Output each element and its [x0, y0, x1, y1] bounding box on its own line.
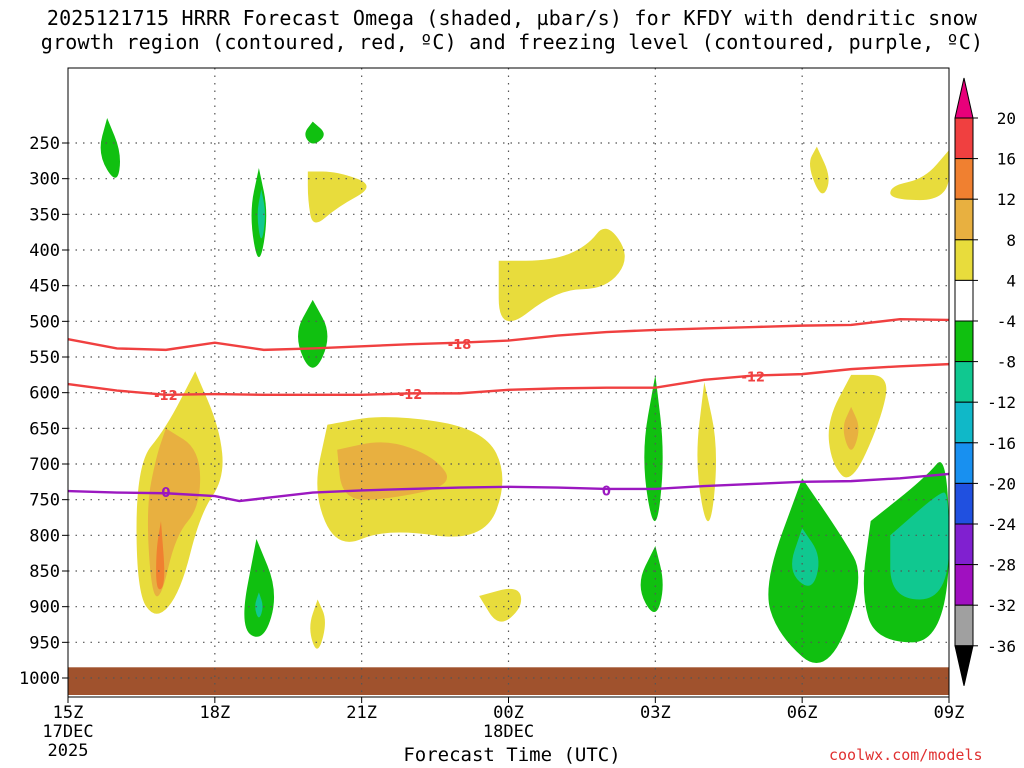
dendritic-minus18-label-0: -18 [448, 338, 472, 353]
omega-region-green-860-03z [640, 546, 663, 613]
colorbar-seg-13 [954, 604, 974, 647]
omega-region-dkorange-800-17z [156, 521, 165, 590]
xtick-label-18Z: 18Z [199, 703, 230, 723]
xtick-sublabel-00Z: 18DEC [483, 722, 534, 742]
omega-region-teal-350-19z [257, 189, 266, 239]
omega-region-yellow-300-09z [890, 150, 949, 201]
colorbar-label-6: -8 [997, 353, 1016, 372]
omega-region-yellow-440-01z [498, 228, 625, 322]
omega-region-yellow-680-04z [697, 381, 717, 522]
ytick-label-700: 700 [29, 455, 60, 475]
ytick-label-850: 850 [29, 562, 60, 582]
colorbar-label-11: -28 [987, 556, 1016, 575]
xtick-label-03Z: 03Z [640, 703, 671, 723]
colorbar-seg-3 [954, 198, 974, 241]
freezing-level-line [67, 472, 950, 503]
title-line-1: 2025121715 HRRR Forecast Omega (shaded, … [46, 6, 978, 30]
ytick-label-800: 800 [29, 526, 60, 546]
colorbar-label-4: 4 [1006, 271, 1016, 290]
ytick-label-900: 900 [29, 598, 60, 618]
ytick-label-350: 350 [29, 205, 60, 225]
colorbar-seg-12 [954, 564, 974, 606]
omega-region-orange-720-22z [337, 442, 448, 500]
colorbar-label-12: -32 [987, 596, 1016, 615]
freezing-level-label-0: 0 [161, 486, 170, 501]
xtick-sublabel2-15Z: 2025 [48, 741, 89, 761]
ytick-label-400: 400 [29, 241, 60, 261]
ytick-label-650: 650 [29, 419, 60, 439]
colorbar-label-7: -12 [987, 393, 1016, 412]
colorbar-bottom-arrow [954, 645, 974, 686]
omega-region-green-690-03z [644, 374, 663, 522]
dendritic-minus12-line [67, 362, 950, 397]
colorbar-seg-9 [954, 442, 974, 484]
colorbar-seg-1 [954, 117, 974, 160]
x-axis-title: Forecast Time (UTC) [403, 744, 621, 766]
colorbar-label-9: -20 [987, 474, 1016, 493]
y-axis: 250 300 350 400 450 500 550 600 650 700 750 800 850 9… [19, 134, 68, 689]
omega-region-yellow-920-20z [310, 599, 325, 649]
xtick-label-06Z: 06Z [787, 703, 818, 723]
dendritic-minus12-label-0: -12 [399, 388, 423, 403]
xtick-label-00Z: 00Z [493, 703, 524, 723]
ytick-label-950: 950 [29, 633, 60, 653]
ytick-label-500: 500 [29, 312, 60, 332]
colorbar-label-3: 8 [1006, 231, 1016, 250]
colorbar-label-2: 12 [997, 190, 1016, 209]
dendritic-minus18-line [67, 317, 950, 352]
colorbar-seg-11 [954, 523, 974, 566]
colorbar-label-8: -16 [987, 434, 1016, 453]
freezing-level-label-1: 0 [602, 484, 611, 499]
omega-region-teal-820-08z [890, 492, 949, 600]
xtick-label-15Z: 15Z [53, 703, 84, 723]
dendritic-minus12-label-2: -12 [741, 370, 765, 385]
ground-band [68, 667, 949, 695]
omega-region-yellow-890-01z [479, 588, 522, 622]
ground-layer [68, 667, 949, 695]
colorbar-label-10: -24 [987, 515, 1016, 534]
colorbar-label-1: 16 [997, 150, 1016, 169]
omega-region-teal-900-19z [255, 592, 263, 618]
colorbar-seg-4 [954, 239, 974, 281]
chart-title: 2025121715 HRRR Forecast Omega (shaded, … [0, 6, 1024, 54]
ytick-label-300: 300 [29, 170, 60, 190]
omega-region-green-880-19z [244, 538, 275, 637]
colorbar-seg-8 [954, 401, 974, 444]
colorbar-label-0: 20 [997, 109, 1016, 128]
ytick-label-450: 450 [29, 277, 60, 297]
xtick-sublabel-15Z: 17DEC [42, 722, 93, 742]
colorbar: 20 16 12 8 4 -4 -8 -12 -16 -20 -24 -28 -32 -36 [954, 77, 1016, 686]
ytick-label-250: 250 [29, 134, 60, 154]
colorbar-seg-5 [954, 279, 974, 322]
dendritic-minus12-label-1: -12 [154, 389, 178, 404]
xtick-label-21Z: 21Z [346, 703, 377, 723]
omega-region-green-250 [100, 118, 121, 178]
omega-region-green-520-20z [298, 299, 328, 368]
omega-region-yellow-320-21z [307, 171, 367, 223]
colorbar-seg-7 [954, 361, 974, 403]
ytick-label-550: 550 [29, 348, 60, 368]
colorbar-seg-6 [954, 320, 974, 363]
title-line-2: growth region (contoured, red, ºC) and f… [40, 30, 984, 54]
ytick-label-600: 600 [29, 384, 60, 404]
colorbar-label-5: -4 [997, 312, 1016, 331]
ytick-label-1000: 1000 [19, 669, 60, 689]
omega-region-green-230-20z [305, 121, 324, 144]
colorbar-top-arrow [954, 77, 974, 119]
source-credit: coolwx.com/models [829, 746, 983, 764]
colorbar-label-13: -36 [987, 637, 1016, 656]
xtick-label-09Z: 09Z [934, 703, 965, 723]
colorbar-seg-10 [954, 482, 974, 525]
colorbar-seg-2 [954, 158, 974, 200]
omega-region-orange-650-07z [843, 406, 859, 450]
ytick-label-750: 750 [29, 491, 60, 511]
omega-region-yellow-290-06z [809, 146, 829, 194]
contour-lines: -18 -12 -12 -12 0 0 [67, 317, 950, 503]
